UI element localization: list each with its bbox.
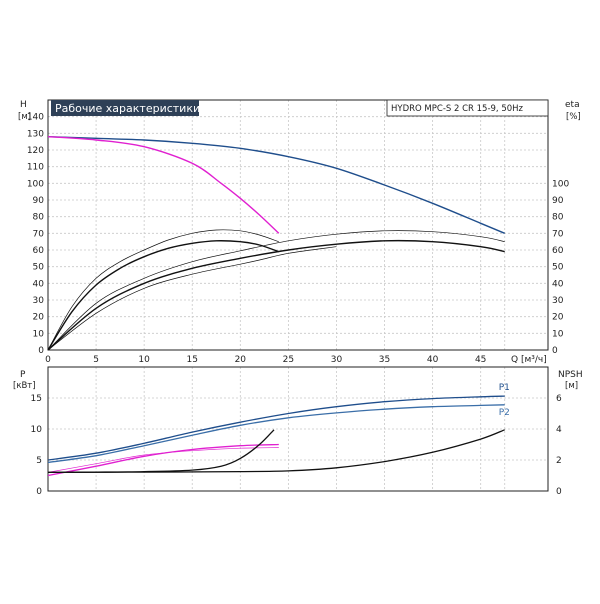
top-y-right-tick-label: 20 [552,313,564,323]
bottom-y-right-tick-label: 4 [556,425,562,435]
series-line-eta-one-pump [47,240,280,351]
x-axis-label: Q [м³/ч] [511,355,547,365]
x-tick-label: 30 [331,355,343,365]
x-tick-label: 25 [283,355,294,365]
chart-title-box [51,100,199,116]
series-line-power-one-pump-2 [47,447,279,473]
top-y-right-tick-label: 40 [552,279,564,289]
top-y-right-unit: [%] [566,112,581,122]
x-tick-label: 40 [427,355,439,365]
bottom-y-right-unit: [м] [565,381,578,391]
top-grid [48,100,548,350]
bottom-y-right-label: NPSH [558,370,583,380]
bottom-plot-frame [47,366,549,492]
top-y-left-unit: [м] [18,112,31,122]
model-label: HYDRO MPC-S 2 CR 15-9, 50Hz [391,104,524,114]
top-y-left-tick-label: 70 [33,229,45,239]
top-y-left-tick-label: 110 [27,163,44,173]
top-series [47,136,505,351]
series-line-eta-two-pumps-lower [47,246,337,351]
bottom-y-right-tick-label: 0 [556,487,562,497]
x-tick-label: 5 [93,355,99,365]
top-y-right-tick-label: 90 [552,196,564,206]
series-line-P2 [47,404,505,464]
x-tick-label: 15 [187,355,198,365]
x-tick-label: 35 [379,355,390,365]
series-label-p2: P2 [499,408,510,418]
top-y-left-tick-label: 60 [33,246,45,256]
top-y-left-tick-label: 90 [33,196,45,206]
bottom-y-left-label: P [20,370,26,380]
top-y-left-tick-label: 120 [27,146,44,156]
bottom-series [47,395,505,477]
x-tick-label: 45 [475,355,486,365]
top-y-right-tick-label: 60 [552,246,564,256]
top-y-right-tick-label: 10 [552,329,564,339]
bottom-tick-labels: 0 5 10 15 0 2 4 6 [31,394,562,497]
top-y-left-tick-label: 100 [27,179,44,189]
top-y-left-tick-label: 20 [33,313,45,323]
top-y-right-tick-label: 50 [552,263,564,273]
top-y-left-tick-label: 50 [33,263,45,273]
x-tick-label: 10 [138,355,150,365]
bottom-y-left-unit: [кВт] [13,381,36,391]
top-y-left-tick-label: 30 [33,296,45,306]
top-y-left-tick-label: 80 [33,213,45,223]
top-y-left-tick-label: 0 [38,346,44,356]
bottom-grid [48,367,548,491]
series-line-eta-one-pump-upper [47,229,279,351]
series-line-head-two-pumps [47,136,505,234]
top-y-left-label: H [20,100,27,110]
series-labels: P1 P2 [499,383,510,418]
x-tick-label: 20 [235,355,247,365]
series-line-P1 [47,395,505,461]
top-y-left-tick-label: 40 [33,279,45,289]
series-line-npsh-two-pumps [47,429,505,474]
series-line-eta-two-pumps-upper [47,230,505,351]
model-box [386,99,549,117]
top-y-right-tick-label: 30 [552,296,564,306]
top-y-right-tick-label: 80 [552,213,564,223]
bottom-y-right-tick-label: 2 [556,456,562,466]
bottom-y-right-tick-label: 6 [556,394,562,404]
top-y-right-tick-label: 100 [552,179,569,189]
bottom-y-left-tick-label: 0 [36,487,42,497]
top-y-right-label: eta [565,100,580,110]
series-line-head-one-pump [47,136,280,234]
bottom-y-left-tick-label: 15 [31,394,42,404]
top-y-right-tick-label: 70 [552,229,564,239]
top-y-left-tick-label: 130 [27,129,44,139]
chart-title: Рабочие характеристики [55,102,200,115]
series-label-p1: P1 [499,383,510,393]
x-tick-label: 0 [45,355,51,365]
top-tick-labels: 0 5 10 15 20 25 30 35 40 450102030405060708090100… [27,113,570,365]
top-y-left-tick-label: 10 [33,329,45,339]
top-y-left-tick-label: 140 [27,113,44,123]
bottom-y-left-tick-label: 5 [36,456,42,466]
bottom-y-left-tick-label: 10 [31,425,43,435]
series-line-eta-two-pumps [47,239,505,351]
top-plot-frame [47,99,549,351]
top-y-right-tick-label: 0 [552,346,558,356]
